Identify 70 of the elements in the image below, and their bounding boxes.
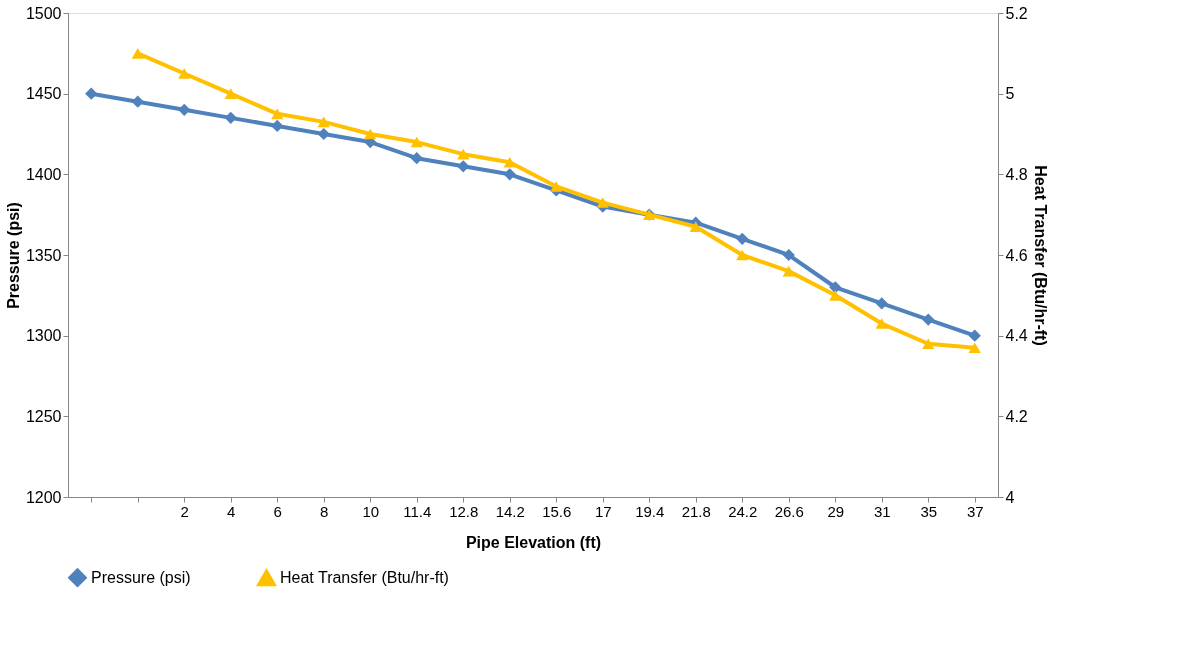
point — [736, 249, 749, 261]
point — [922, 313, 935, 326]
x-tick-label: 14.2 — [495, 502, 525, 520]
point — [317, 116, 330, 128]
point — [224, 111, 237, 124]
y-tick-label: 1200 — [25, 488, 62, 506]
y-axis-title: Pressure (psi) — [4, 202, 22, 309]
point — [178, 103, 191, 116]
legend-label: Heat Transfer (Btu/hr-ft) — [280, 569, 449, 587]
point — [968, 342, 981, 354]
x-tick-label: 26.6 — [774, 502, 804, 520]
point — [875, 318, 888, 329]
x-tick-label: 24.2 — [728, 502, 758, 520]
y-tick-label: 1250 — [25, 407, 62, 425]
point — [457, 160, 470, 173]
point — [550, 181, 563, 192]
point — [410, 136, 423, 148]
y2-tick-label: 4 — [1005, 488, 1015, 506]
point — [131, 95, 144, 108]
point — [178, 68, 191, 79]
y-tick-label: 1350 — [25, 246, 62, 264]
legend-label: Pressure (psi) — [91, 568, 191, 586]
x-tick-label: 31 — [873, 502, 891, 520]
point — [364, 128, 377, 140]
x-tick-label: 10 — [362, 502, 380, 520]
point — [689, 221, 702, 233]
point — [317, 127, 330, 141]
x-tick-label: 12.8 — [449, 502, 479, 520]
x-tick-label: 21.8 — [681, 502, 711, 520]
y2-tick-label: 4.4 — [1005, 327, 1028, 345]
y2-tick-label: 4.2 — [1005, 407, 1028, 425]
x-tick-label: 8 — [320, 502, 329, 520]
x-tick-label: 35 — [920, 502, 938, 520]
point — [829, 290, 842, 301]
x-tick-label: 15.6 — [542, 502, 572, 520]
point — [457, 148, 470, 160]
point — [271, 119, 284, 133]
point — [782, 248, 795, 262]
point — [503, 156, 516, 168]
point — [85, 87, 98, 100]
y-tick-label: 1400 — [25, 165, 62, 183]
x-axis-title: Pipe Elevation (ft) — [465, 533, 602, 551]
point — [875, 297, 888, 310]
point — [410, 152, 423, 165]
point — [271, 108, 284, 120]
point — [782, 265, 795, 277]
x-tick-label: 4 — [227, 502, 236, 520]
y2-tick-label: 4.6 — [1005, 246, 1028, 264]
y-tick-label: 1450 — [25, 85, 62, 103]
y-tick-label: 1500 — [25, 4, 62, 22]
point — [736, 232, 749, 245]
x-tick-label: 2 — [180, 502, 189, 520]
point — [829, 281, 842, 294]
x-tick-label: 19.4 — [635, 502, 665, 520]
x-tick-label: 37 — [966, 502, 984, 520]
point — [503, 168, 516, 181]
point — [131, 48, 144, 59]
x-tick-label: 17 — [594, 502, 612, 520]
y2-tick-label: 5 — [1005, 85, 1015, 103]
point — [224, 88, 237, 99]
x-tick-label: 6 — [273, 502, 282, 520]
y2-axis-title: Heat Transfer (Btu/hr-ft) — [1031, 165, 1049, 346]
x-tick-label: 29 — [827, 502, 845, 520]
point — [968, 329, 981, 342]
x-tick-label: 11.4 — [403, 502, 432, 520]
y2-tick-label: 5.2 — [1005, 4, 1028, 22]
point — [922, 338, 935, 350]
point — [596, 197, 609, 208]
y2-tick-label: 4.8 — [1005, 165, 1028, 183]
y-tick-label: 1300 — [25, 327, 62, 345]
